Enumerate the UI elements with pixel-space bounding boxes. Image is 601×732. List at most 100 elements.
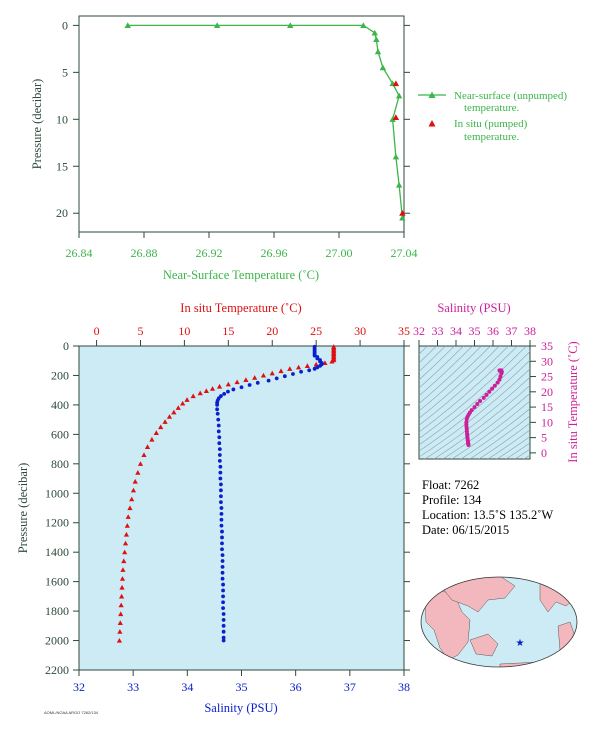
pressure-tick-label: 800 — [51, 457, 69, 471]
top-y-tick-label: 15 — [56, 159, 68, 173]
main-profile-chart: 0 5 10 15 20 25 30 35 32 33 34 35 36 37 38 0 200 400 600… — [16, 301, 410, 715]
pressure-tick-label: 2000 — [45, 634, 69, 648]
near-surface-point — [124, 22, 131, 28]
ts-y-axis-label: In situ Temperature (˚C) — [566, 341, 580, 462]
legend-label-near-surface: Near-surface (unpumped) — [454, 90, 567, 102]
ts-point — [497, 368, 502, 373]
salinity-point — [219, 523, 224, 528]
temperature-point — [234, 379, 240, 385]
temperature-point — [260, 372, 267, 378]
salinity-point — [216, 423, 221, 428]
salinity-point — [221, 638, 226, 643]
legend-marker-near-surface — [428, 91, 436, 98]
salinity-tick-label: 37 — [344, 680, 356, 694]
temperature-point — [124, 523, 130, 528]
top-x-tick-label: 26.88 — [131, 246, 158, 260]
footer-note: AOML/NOAA ARGO 7262/134 — [44, 710, 99, 715]
near-surface-point — [371, 29, 378, 36]
float-info: Float: 7262 Profile: 134 Location: 13.5˚… — [422, 478, 553, 538]
salinity-point — [220, 541, 224, 546]
temperature-point — [117, 620, 123, 625]
ts-x-tick-label: 37 — [506, 324, 518, 338]
pressure-tick-label: 400 — [51, 398, 69, 412]
temperature-tick-label: 15 — [222, 324, 234, 338]
salinity-point — [255, 380, 260, 385]
salinity-point — [217, 447, 222, 451]
near-surface-point — [389, 116, 396, 122]
salinity-point — [219, 488, 223, 493]
salinity-point — [216, 429, 221, 434]
isopycnal-line — [419, 346, 491, 412]
isopycnal-line — [419, 346, 518, 433]
temperature-point — [252, 375, 258, 380]
isopycnal-line — [419, 346, 455, 381]
ts-point — [464, 420, 469, 425]
temperature-point — [225, 381, 231, 387]
salinity-point — [239, 385, 244, 390]
temperature-point — [144, 444, 151, 449]
isopycnal-line — [419, 346, 482, 404]
salinity-tick-label: 35 — [236, 680, 248, 694]
salinity-point — [266, 378, 271, 383]
salinity-point — [299, 369, 303, 374]
ts-point — [497, 377, 502, 382]
salinity-point — [226, 389, 230, 394]
temperature-point — [162, 419, 168, 424]
salinity-point — [221, 606, 225, 611]
ts-point — [478, 398, 483, 403]
isopycnal-line — [478, 422, 530, 459]
salinity-point — [221, 623, 226, 628]
legend-label-near-surface-cont: temperature. — [464, 102, 520, 114]
pressure-tick-label: 1000 — [45, 486, 69, 500]
salinity-tick-label: 38 — [398, 680, 410, 694]
temperature-point — [125, 514, 131, 519]
isopycnal-line — [419, 346, 473, 397]
temperature-point — [243, 377, 249, 382]
isopycnal-line — [419, 346, 509, 426]
ts-x-tick-label: 33 — [432, 324, 444, 338]
temperature-tick-label: 35 — [398, 324, 410, 338]
date: Date: 06/15/2015 — [422, 523, 510, 537]
salinity-point — [217, 435, 222, 440]
temperature-point — [175, 405, 181, 410]
temperature-point — [216, 383, 223, 389]
ts-series-layer — [464, 368, 504, 447]
map-land — [424, 577, 577, 667]
salinity-point — [217, 458, 222, 463]
temperature-point — [287, 366, 293, 371]
temperature-point — [295, 364, 302, 370]
temperature-tick-label: 25 — [310, 324, 322, 338]
isopycnal-line — [505, 442, 530, 459]
pressure-tick-label: 0 — [63, 339, 69, 353]
temperature-axis-label: In situ Temperature (˚C) — [180, 301, 301, 315]
in-situ-point — [392, 114, 400, 120]
top-series-layer — [124, 22, 406, 221]
near-surface-point — [360, 22, 367, 28]
top-x-tick-label: 27.00 — [326, 246, 353, 260]
isopycnal-line — [419, 359, 530, 452]
near-surface-point — [395, 181, 403, 188]
salinity-point — [291, 372, 295, 376]
salinity-axis-label: Salinity (PSU) — [204, 701, 277, 715]
temperature-point — [116, 637, 123, 643]
pressure-tick-label: 200 — [51, 368, 69, 382]
salinity-point — [219, 506, 224, 510]
float-location-marker: ★ — [516, 638, 525, 649]
isopycnal-line — [496, 436, 530, 459]
salinity-point — [307, 368, 312, 373]
temperature-point — [190, 393, 196, 399]
pressure-tick-label: 600 — [51, 427, 69, 441]
near-surface-point — [379, 64, 387, 71]
location: Location: 13.5˚S 135.2˚W — [422, 508, 554, 522]
ts-point — [490, 386, 495, 391]
salinity-point — [219, 494, 223, 499]
ts-y-tick-label: 25 — [541, 370, 553, 384]
salinity-point — [215, 411, 220, 416]
temperature-point — [118, 611, 124, 617]
location-world-map: ★ — [420, 576, 578, 668]
temperature-point — [197, 390, 203, 396]
salinity-point — [220, 565, 225, 569]
